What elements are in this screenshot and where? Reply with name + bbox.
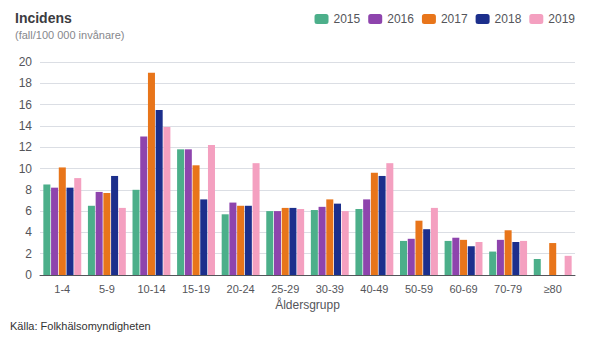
svg-text:2: 2: [25, 247, 32, 261]
svg-text:Källa: Folkhälsomyndigheten: Källa: Folkhälsomyndigheten: [10, 320, 151, 332]
svg-text:14: 14: [19, 119, 33, 133]
svg-text:≥80: ≥80: [544, 283, 562, 295]
svg-text:Incidens: Incidens: [15, 10, 72, 26]
svg-text:2016: 2016: [387, 12, 414, 26]
svg-text:2019: 2019: [548, 12, 575, 26]
svg-text:20-24: 20-24: [227, 283, 255, 295]
svg-text:12: 12: [19, 140, 33, 154]
svg-text:(fall/100 000 invånare): (fall/100 000 invånare): [15, 29, 124, 41]
svg-text:60-69: 60-69: [449, 283, 477, 295]
svg-text:15-19: 15-19: [182, 283, 210, 295]
svg-text:5-9: 5-9: [99, 283, 115, 295]
svg-text:40-49: 40-49: [360, 283, 388, 295]
svg-text:16: 16: [19, 98, 33, 112]
svg-text:2017: 2017: [441, 12, 468, 26]
svg-text:8: 8: [25, 183, 32, 197]
svg-text:50-59: 50-59: [405, 283, 433, 295]
svg-text:4: 4: [25, 225, 32, 239]
svg-text:10-14: 10-14: [137, 283, 165, 295]
svg-text:30-39: 30-39: [316, 283, 344, 295]
svg-text:1-4: 1-4: [54, 283, 70, 295]
svg-text:6: 6: [25, 204, 32, 218]
svg-text:2015: 2015: [334, 12, 361, 26]
svg-text:10: 10: [19, 162, 33, 176]
svg-text:2018: 2018: [495, 12, 522, 26]
svg-text:25-29: 25-29: [271, 283, 299, 295]
svg-text:0: 0: [25, 268, 32, 282]
svg-text:18: 18: [19, 76, 33, 90]
svg-text:70-79: 70-79: [494, 283, 522, 295]
svg-text:20: 20: [19, 55, 33, 69]
svg-text:Åldersgrupp: Åldersgrupp: [275, 297, 340, 312]
